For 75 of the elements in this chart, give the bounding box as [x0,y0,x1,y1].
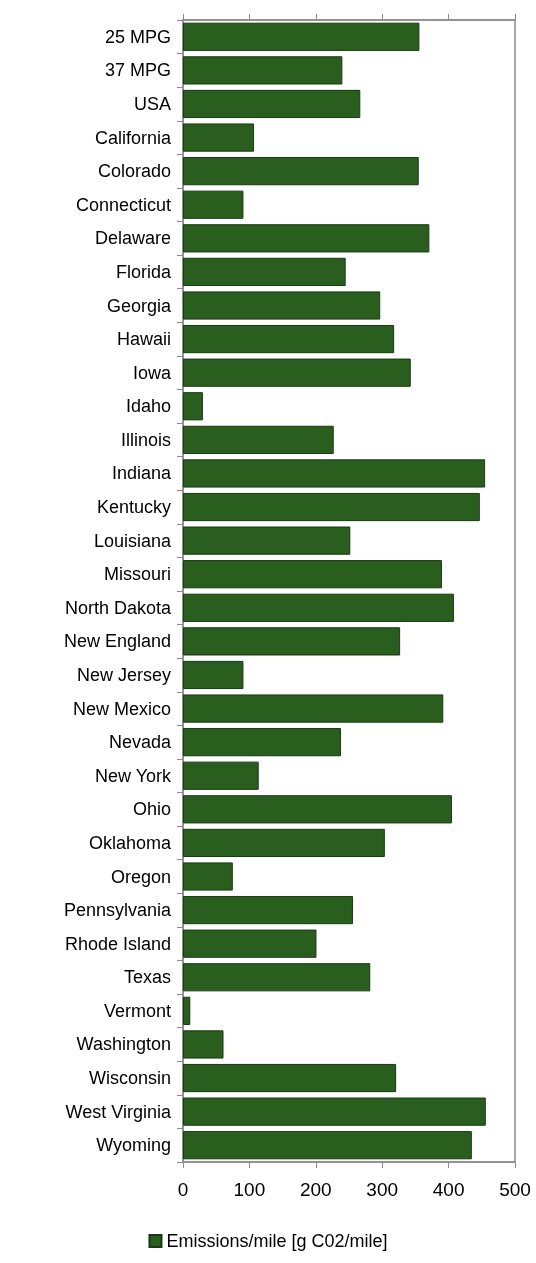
y-tick-label: Ohio [132,799,171,820]
bar [183,627,401,656]
legend-label: Emissions/mile [g C02/mile] [166,1231,388,1251]
bar [183,1097,486,1126]
y-tick-label: 25 MPG [104,26,171,47]
bar [183,157,419,186]
bar [183,728,342,757]
y-tick-label: North Dakota [64,597,172,618]
y-tick-label: Florida [115,261,172,282]
x-tick-label: 200 [299,1179,332,1200]
y-tick-label: Hawaii [116,329,171,350]
y-tick-label: New England [63,631,171,652]
x-tick-label: 100 [233,1179,266,1200]
bar [183,190,244,219]
bar [183,929,317,958]
y-tick-label: Vermont [103,1000,171,1021]
bar [183,392,203,421]
x-tick-label: 500 [499,1179,531,1200]
bar [183,862,233,891]
y-tick-label: Illinois [120,429,171,450]
y-tick-label: New Jersey [76,664,171,685]
y-tick-label: Missouri [103,564,171,585]
y-tick-label: Wisconsin [88,1068,171,1089]
bar [183,996,191,1025]
bar [183,963,371,992]
x-tick-label: 300 [366,1179,399,1200]
bar [183,660,244,690]
bar [183,123,255,152]
bar [183,694,444,723]
bar [183,761,259,790]
bar [183,22,420,51]
bar [183,895,353,925]
bar [183,291,381,320]
bar [183,560,442,589]
y-tick-label: Texas [123,967,171,988]
y-tick-label: Oklahoma [88,832,172,853]
y-tick-label: Georgia [106,295,172,316]
bar [183,828,385,858]
y-tick-label: Pennsylvania [63,900,172,921]
bar [183,492,480,522]
y-tick-label: 37 MPG [104,60,171,81]
bar [183,358,411,387]
bar [183,224,430,253]
y-tick-label: New York [94,765,172,786]
y-tick-label: Oregon [110,866,171,887]
bar [183,56,343,85]
y-tick-label: Connecticut [75,194,171,215]
bar [183,324,395,354]
y-tick-label: USA [133,93,171,114]
y-tick-label: Wyoming [96,1135,171,1156]
bar [183,459,486,488]
bar [183,593,454,622]
y-tick-label: Indiana [111,463,172,484]
y-tick-label: Nevada [108,732,172,753]
bar [183,1063,397,1093]
bar [183,526,351,555]
bar [183,1131,472,1160]
x-tick-label: 400 [432,1179,465,1200]
bar [183,89,361,119]
y-tick-label: Iowa [132,362,172,383]
bar [183,257,346,287]
y-tick-label: Rhode Island [64,933,171,954]
y-tick-label: West Virginia [65,1101,172,1122]
y-tick-label: California [94,127,172,148]
bar [183,1030,224,1059]
x-tick-label: 0 [177,1179,189,1200]
y-tick-label: Colorado [97,161,171,182]
y-tick-label: Kentucky [96,497,171,518]
y-tick-label: Idaho [125,396,171,417]
y-tick-label: Louisiana [93,530,172,551]
y-tick-label: New Mexico [72,698,171,719]
y-tick-label: Delaware [94,228,171,249]
y-tick-label: Washington [76,1034,171,1055]
bar [183,795,452,824]
bar [183,425,334,454]
